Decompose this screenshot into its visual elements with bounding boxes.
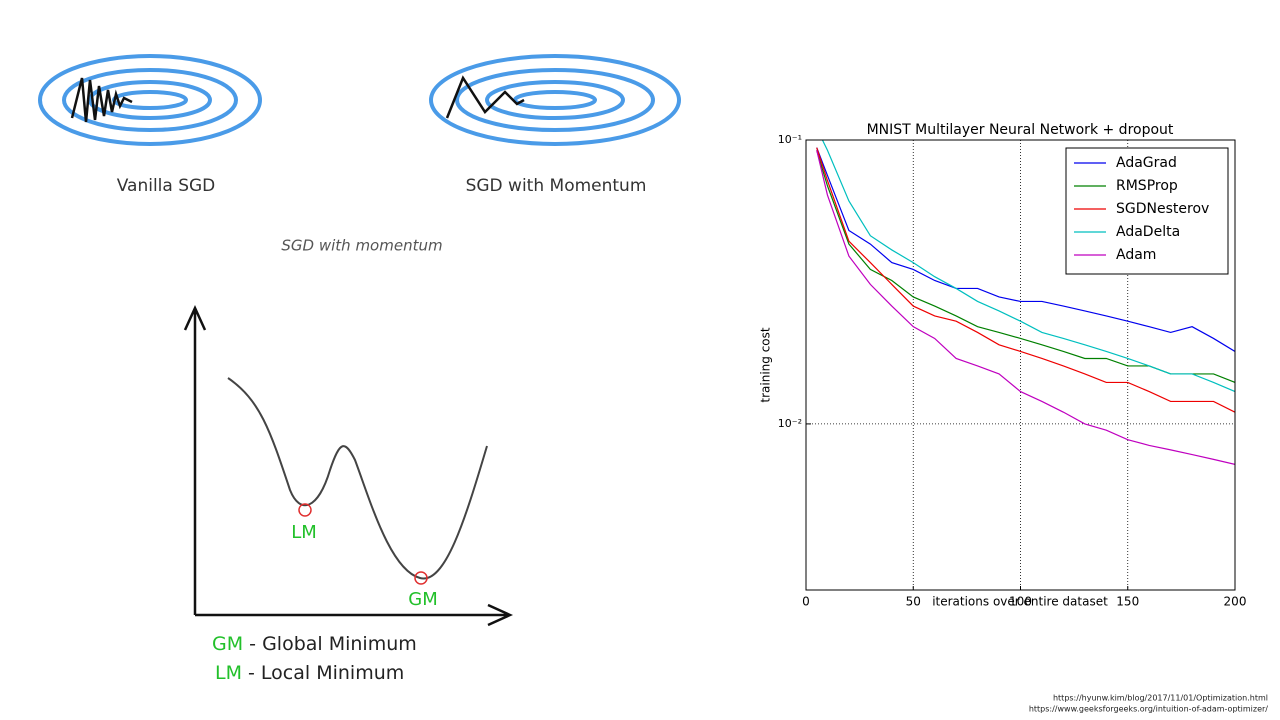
series-line — [821, 140, 1235, 393]
legend-label: Adam — [1116, 247, 1156, 263]
legend-label: SGDNesterov — [1116, 201, 1209, 217]
gm-label: GM — [408, 589, 437, 610]
momentum-diagram — [429, 54, 681, 146]
legend-label: AdaDelta — [1116, 224, 1180, 240]
legend-text: - Global Minimum — [249, 633, 417, 655]
source: https://hyunw.kim/blog/2017/11/01/Optimi… — [1053, 694, 1268, 703]
valley-axes — [183, 304, 514, 627]
gm-marker — [414, 571, 428, 585]
vanilla-diagram — [38, 54, 262, 146]
legend-abbr: LM — [215, 662, 242, 684]
plot-lines — [816, 140, 1235, 465]
legend-label: AdaGrad — [1116, 155, 1177, 171]
lm-label: LM — [291, 522, 317, 543]
legend-label: RMSProp — [1116, 178, 1178, 194]
lm-marker — [298, 503, 312, 517]
x-tick-label: 50 — [906, 595, 921, 609]
momentum-label: SGD with Momentum — [466, 176, 647, 196]
x-tick-label: 200 — [1224, 595, 1247, 609]
series-line — [816, 147, 1235, 352]
chart-title: MNIST Multilayer Neural Network + dropou… — [867, 122, 1174, 138]
legend-box — [1065, 147, 1229, 275]
y-tick-label: 10⁻² — [778, 417, 802, 430]
x-tick-label: 100 — [1009, 595, 1032, 609]
zigzag-path — [70, 77, 133, 123]
legend-gm: GM - Global Minimum — [212, 633, 417, 655]
momentum-path — [445, 75, 525, 119]
x-tick-label: 150 — [1116, 595, 1139, 609]
series-line — [816, 147, 1235, 413]
legend-lm: LM - Local Minimum — [215, 662, 404, 684]
loss-curve — [227, 377, 488, 580]
vanilla-label: Vanilla SGD — [117, 176, 216, 196]
x-axis-label: iterations over entire dataset — [932, 595, 1108, 609]
caption: SGD with momentum — [281, 237, 442, 255]
legend-text: - Local Minimum — [248, 662, 404, 684]
source: https://www.geeksforgeeks.org/intuition-… — [1029, 705, 1268, 714]
legend-abbr: GM — [212, 633, 243, 655]
y-tick-label: 10⁻¹ — [778, 133, 802, 146]
y-axis-label: training cost — [759, 327, 773, 402]
series-line — [816, 150, 1235, 465]
x-tick-label: 0 — [802, 595, 810, 609]
plot-frame — [805, 139, 1236, 591]
